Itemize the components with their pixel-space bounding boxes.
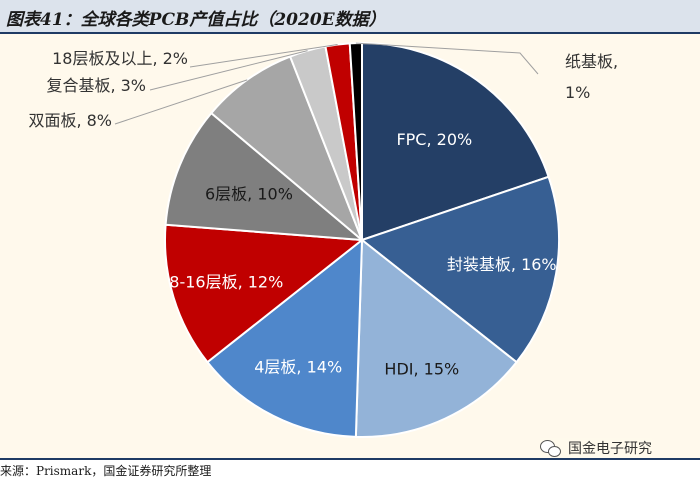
leader-line-10 — [355, 42, 539, 75]
slice-label-1: FPC, 20% — [396, 130, 472, 149]
bottom-rule — [0, 458, 700, 460]
slice-label-4: 4层板, 14% — [254, 358, 342, 377]
wechat-icon — [540, 439, 562, 457]
watermark-text: 国金电子研究 — [568, 441, 652, 457]
slice-label-8: 复合基板, 3% — [46, 76, 146, 95]
source-note: 来源：Prismark，国金证券研究所整理 — [0, 464, 212, 478]
pie-slice-7 — [209, 55, 363, 241]
pie-slice-4 — [206, 237, 364, 438]
pie-slice-3 — [354, 237, 518, 438]
slice-label-9: 18层板及以上, 2% — [52, 49, 188, 68]
pie-slice-2 — [359, 175, 560, 364]
slice-label-6: 6层板, 10% — [205, 185, 293, 204]
leader-line-7 — [114, 79, 248, 125]
title-bar: 图表41：全球各类PCB产值占比（2020E数据） — [0, 0, 700, 34]
slice-label-7: 双面板, 8% — [28, 111, 112, 130]
chart-title: 图表41：全球各类PCB产值占比（2020E数据） — [6, 10, 386, 30]
pie-slice-5 — [164, 223, 365, 364]
pie-chart: FPC, 20% 封装基板, 16% HDI, 15% 4层板, 14% 8-16层板,… — [28, 41, 618, 438]
slice-label-2: 封装基板, 16% — [447, 255, 557, 274]
slice-label-3: HDI, 15% — [384, 360, 459, 379]
slice-label-5: 8-16层板, 12% — [169, 272, 283, 291]
leader-line-9 — [189, 44, 338, 68]
slice-label-10-part-2: 1% — [565, 83, 590, 102]
slice-label-10-part-1: 纸基板, — [565, 52, 618, 71]
watermark: 国金电子研究 — [540, 438, 652, 458]
leader-line-8 — [149, 50, 308, 91]
pie-slice-6 — [164, 111, 366, 242]
